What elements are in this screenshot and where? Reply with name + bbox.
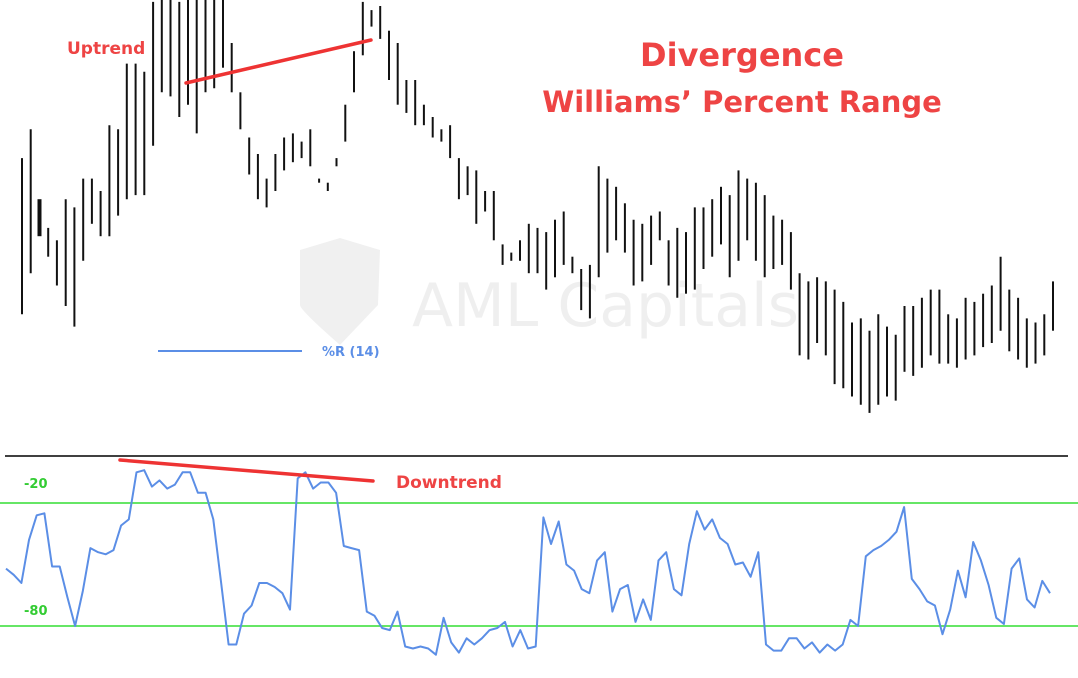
chart-title: Divergence [640,36,844,74]
uptrend-label: Uptrend [67,39,145,59]
level-label-lower: -80 [24,604,48,619]
downtrend-line [118,458,375,483]
price-bars [21,0,1054,413]
chart-subtitle: Williams’ Percent Range [542,85,942,119]
shield-logo-icon [300,238,380,345]
uptrend-line [184,38,373,85]
watermark: AML Capitals [300,238,799,345]
williams-r-line [5,469,1051,656]
legend-label: %R (14) [322,345,380,360]
level-label-upper: -20 [24,477,48,492]
downtrend-label: Downtrend [396,473,502,493]
watermark-text: AML Capitals [412,271,799,341]
